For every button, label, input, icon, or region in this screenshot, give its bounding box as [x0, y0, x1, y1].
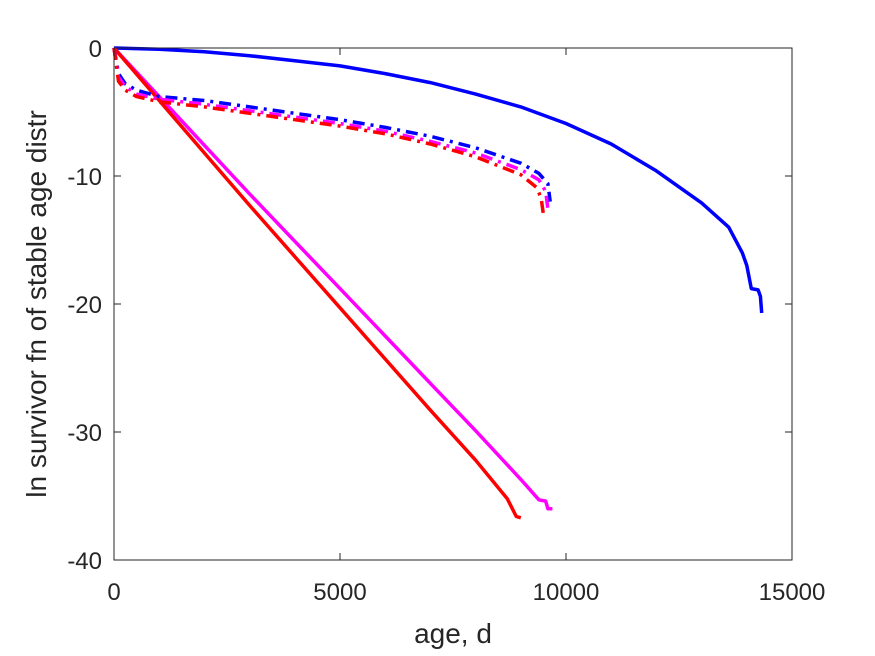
x-axis-label: age, d [414, 618, 492, 649]
y-tick-label-5: -40 [67, 548, 102, 575]
series-line-6 [112, 47, 546, 215]
x-tick-label-3: 10000 [533, 579, 600, 606]
y-tick-label-3: -20 [67, 292, 102, 319]
series-line-5 [112, 47, 550, 210]
y-tick-label-4: -30 [67, 420, 102, 447]
y-tick-label-2: -10 [67, 164, 102, 191]
x-tick-label-4: 15000 [759, 579, 826, 606]
series-line-1 [113, 46, 764, 314]
plot-area [114, 48, 792, 560]
tick-layer: 0 5000 10000 15000 0 -10 -20 -30 -40 [67, 36, 825, 606]
series-layer [112, 46, 764, 520]
y-tick-label-1: 0 [89, 36, 102, 63]
series-line-2 [112, 46, 553, 511]
x-tick-label-1: 0 [107, 579, 120, 606]
series-line-4 [112, 47, 552, 202]
y-axis-label: ln survivor fn of stable age distr [21, 110, 52, 498]
series-line-3 [112, 46, 522, 520]
x-tick-label-2: 5000 [313, 579, 366, 606]
